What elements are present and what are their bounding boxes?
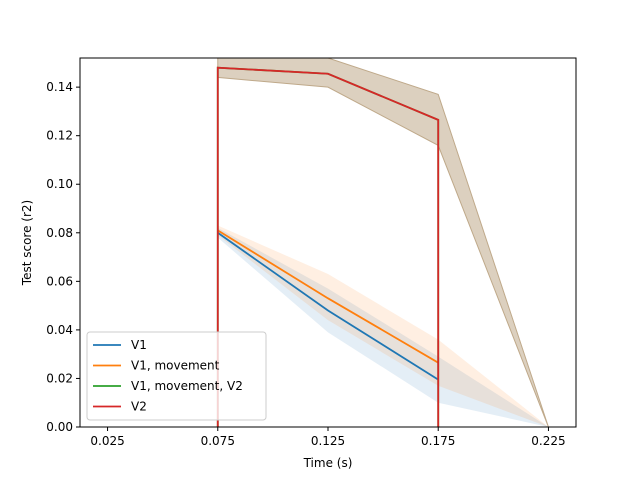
y-axis-label: Test score (r2) [20,200,34,286]
y-axis-ticks: 0.00 0.02 0.04 0.06 0.08 0.10 0.12 0.14 [46,80,80,434]
x-axis-label: Time (s) [303,456,353,470]
y-tick-label: 0.12 [46,129,73,143]
x-tick-label: 0.075 [201,434,235,448]
y-tick-label: 0.06 [46,274,73,288]
band-3 [217,58,549,427]
legend-box [86,331,267,421]
y-tick-label: 0.14 [46,80,73,94]
x-tick-label: 0.025 [90,434,124,448]
legend-entry: V1 [131,338,147,352]
legend: V1 V1, movement V1, movement, V2 V2 [86,331,267,421]
legend-entry: V2 [131,400,147,414]
y-tick-label: 0.10 [46,177,73,191]
y-tick-label: 0.04 [46,323,73,337]
series-lines [216,66,440,427]
band-0 [217,227,549,427]
legend-entry: V1, movement, V2 [131,379,243,393]
y-tick-label: 0.08 [46,226,73,240]
confidence-bands [217,58,549,427]
series-line-0 [217,232,439,381]
x-axis-ticks: 0.025 0.075 0.125 0.175 0.225 [90,427,566,448]
series-line-1 [217,229,439,364]
y-tick-label: 0.00 [46,420,73,434]
legend-entry: V1, movement [131,359,220,373]
x-tick-label: 0.225 [531,434,565,448]
band-1 [217,225,549,427]
y-tick-label: 0.02 [46,371,73,385]
series-line-3 [216,66,440,427]
x-tick-label: 0.175 [421,434,455,448]
x-tick-label: 0.125 [311,434,345,448]
